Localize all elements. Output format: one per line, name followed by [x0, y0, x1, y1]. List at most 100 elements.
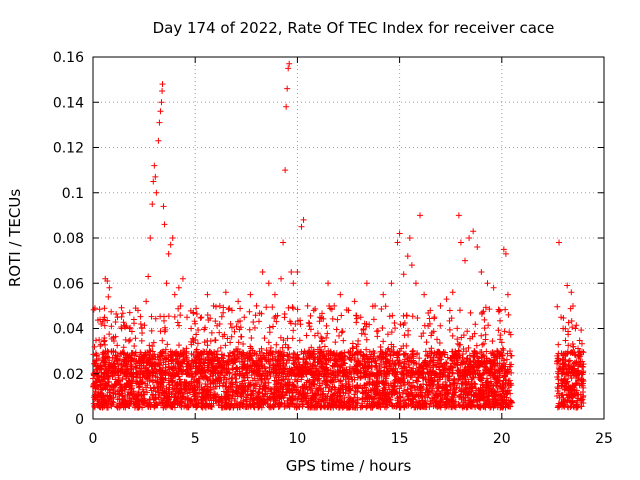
data-point — [168, 360, 175, 367]
data-point — [390, 350, 397, 357]
y-tick-label: 0.06 — [53, 276, 84, 292]
data-point — [496, 307, 503, 314]
data-point — [421, 358, 428, 365]
data-point — [271, 291, 278, 298]
data-point — [389, 312, 396, 319]
data-point — [338, 312, 345, 319]
data-point — [226, 395, 233, 402]
data-point — [478, 354, 485, 361]
data-point — [139, 330, 146, 337]
data-point — [321, 343, 328, 350]
data-point — [505, 403, 512, 410]
data-point — [470, 357, 477, 364]
data-points — [90, 60, 587, 411]
data-point — [200, 373, 207, 380]
data-point — [298, 223, 305, 230]
data-point — [290, 393, 297, 400]
data-point — [380, 291, 387, 298]
data-point — [142, 380, 149, 387]
data-point — [323, 334, 330, 341]
data-point — [456, 307, 463, 314]
data-point — [203, 383, 210, 390]
data-point — [296, 337, 303, 344]
data-point — [437, 322, 444, 329]
data-point — [339, 328, 346, 335]
data-point — [388, 280, 395, 287]
data-point — [370, 316, 377, 323]
data-point — [96, 306, 103, 313]
data-point — [289, 304, 296, 311]
data-point — [508, 361, 515, 368]
data-point — [220, 380, 227, 387]
data-point — [271, 384, 278, 391]
y-tick-label: 0 — [75, 412, 84, 428]
data-point — [285, 65, 292, 72]
data-point — [562, 337, 569, 344]
data-point — [266, 324, 273, 331]
data-point — [303, 397, 310, 404]
data-point — [479, 309, 486, 316]
data-point — [499, 345, 506, 352]
data-point — [431, 314, 438, 321]
data-point — [227, 320, 234, 327]
data-point — [105, 404, 112, 411]
data-point — [284, 85, 291, 92]
data-point — [370, 355, 377, 362]
data-point — [494, 360, 501, 367]
data-point — [431, 394, 438, 401]
data-point — [304, 302, 311, 309]
data-point — [118, 304, 125, 311]
data-point — [303, 332, 310, 339]
data-point — [435, 384, 442, 391]
data-point — [146, 342, 153, 349]
data-point — [163, 280, 170, 287]
y-tick-label: 0.12 — [53, 141, 84, 157]
data-point — [554, 303, 561, 310]
data-point — [159, 87, 166, 94]
data-point — [372, 390, 379, 397]
data-point — [364, 403, 371, 410]
data-point — [252, 381, 259, 388]
data-point — [286, 357, 293, 364]
data-point — [165, 250, 172, 257]
data-point — [227, 349, 234, 356]
data-point — [132, 335, 139, 342]
data-point — [290, 280, 297, 287]
data-point — [188, 325, 195, 332]
data-point — [212, 390, 219, 397]
data-point — [255, 318, 262, 325]
data-point — [168, 357, 175, 364]
y-tick-label: 0.02 — [53, 367, 84, 383]
data-point — [155, 137, 162, 144]
data-point — [318, 338, 325, 345]
data-point — [421, 291, 428, 298]
data-point — [135, 384, 142, 391]
data-point — [483, 375, 490, 382]
data-point — [351, 298, 358, 305]
data-point — [172, 379, 179, 386]
data-point — [291, 351, 298, 358]
data-point — [90, 306, 97, 313]
data-point — [193, 310, 200, 317]
data-point — [265, 280, 272, 287]
data-point — [290, 327, 297, 334]
data-point — [340, 337, 347, 344]
data-point — [300, 216, 307, 223]
data-point — [338, 329, 345, 336]
data-point — [341, 359, 348, 366]
data-point — [503, 376, 510, 383]
data-point — [413, 377, 420, 384]
data-point — [268, 387, 275, 394]
data-point — [294, 352, 301, 359]
data-point — [284, 356, 291, 363]
y-tick-label: 0.1 — [62, 186, 84, 202]
data-point — [466, 352, 473, 359]
data-point — [434, 336, 441, 343]
data-point — [222, 289, 229, 296]
data-point — [214, 348, 221, 355]
data-point — [467, 309, 474, 316]
data-point — [408, 383, 415, 390]
data-point — [269, 304, 276, 311]
data-point — [408, 262, 415, 269]
